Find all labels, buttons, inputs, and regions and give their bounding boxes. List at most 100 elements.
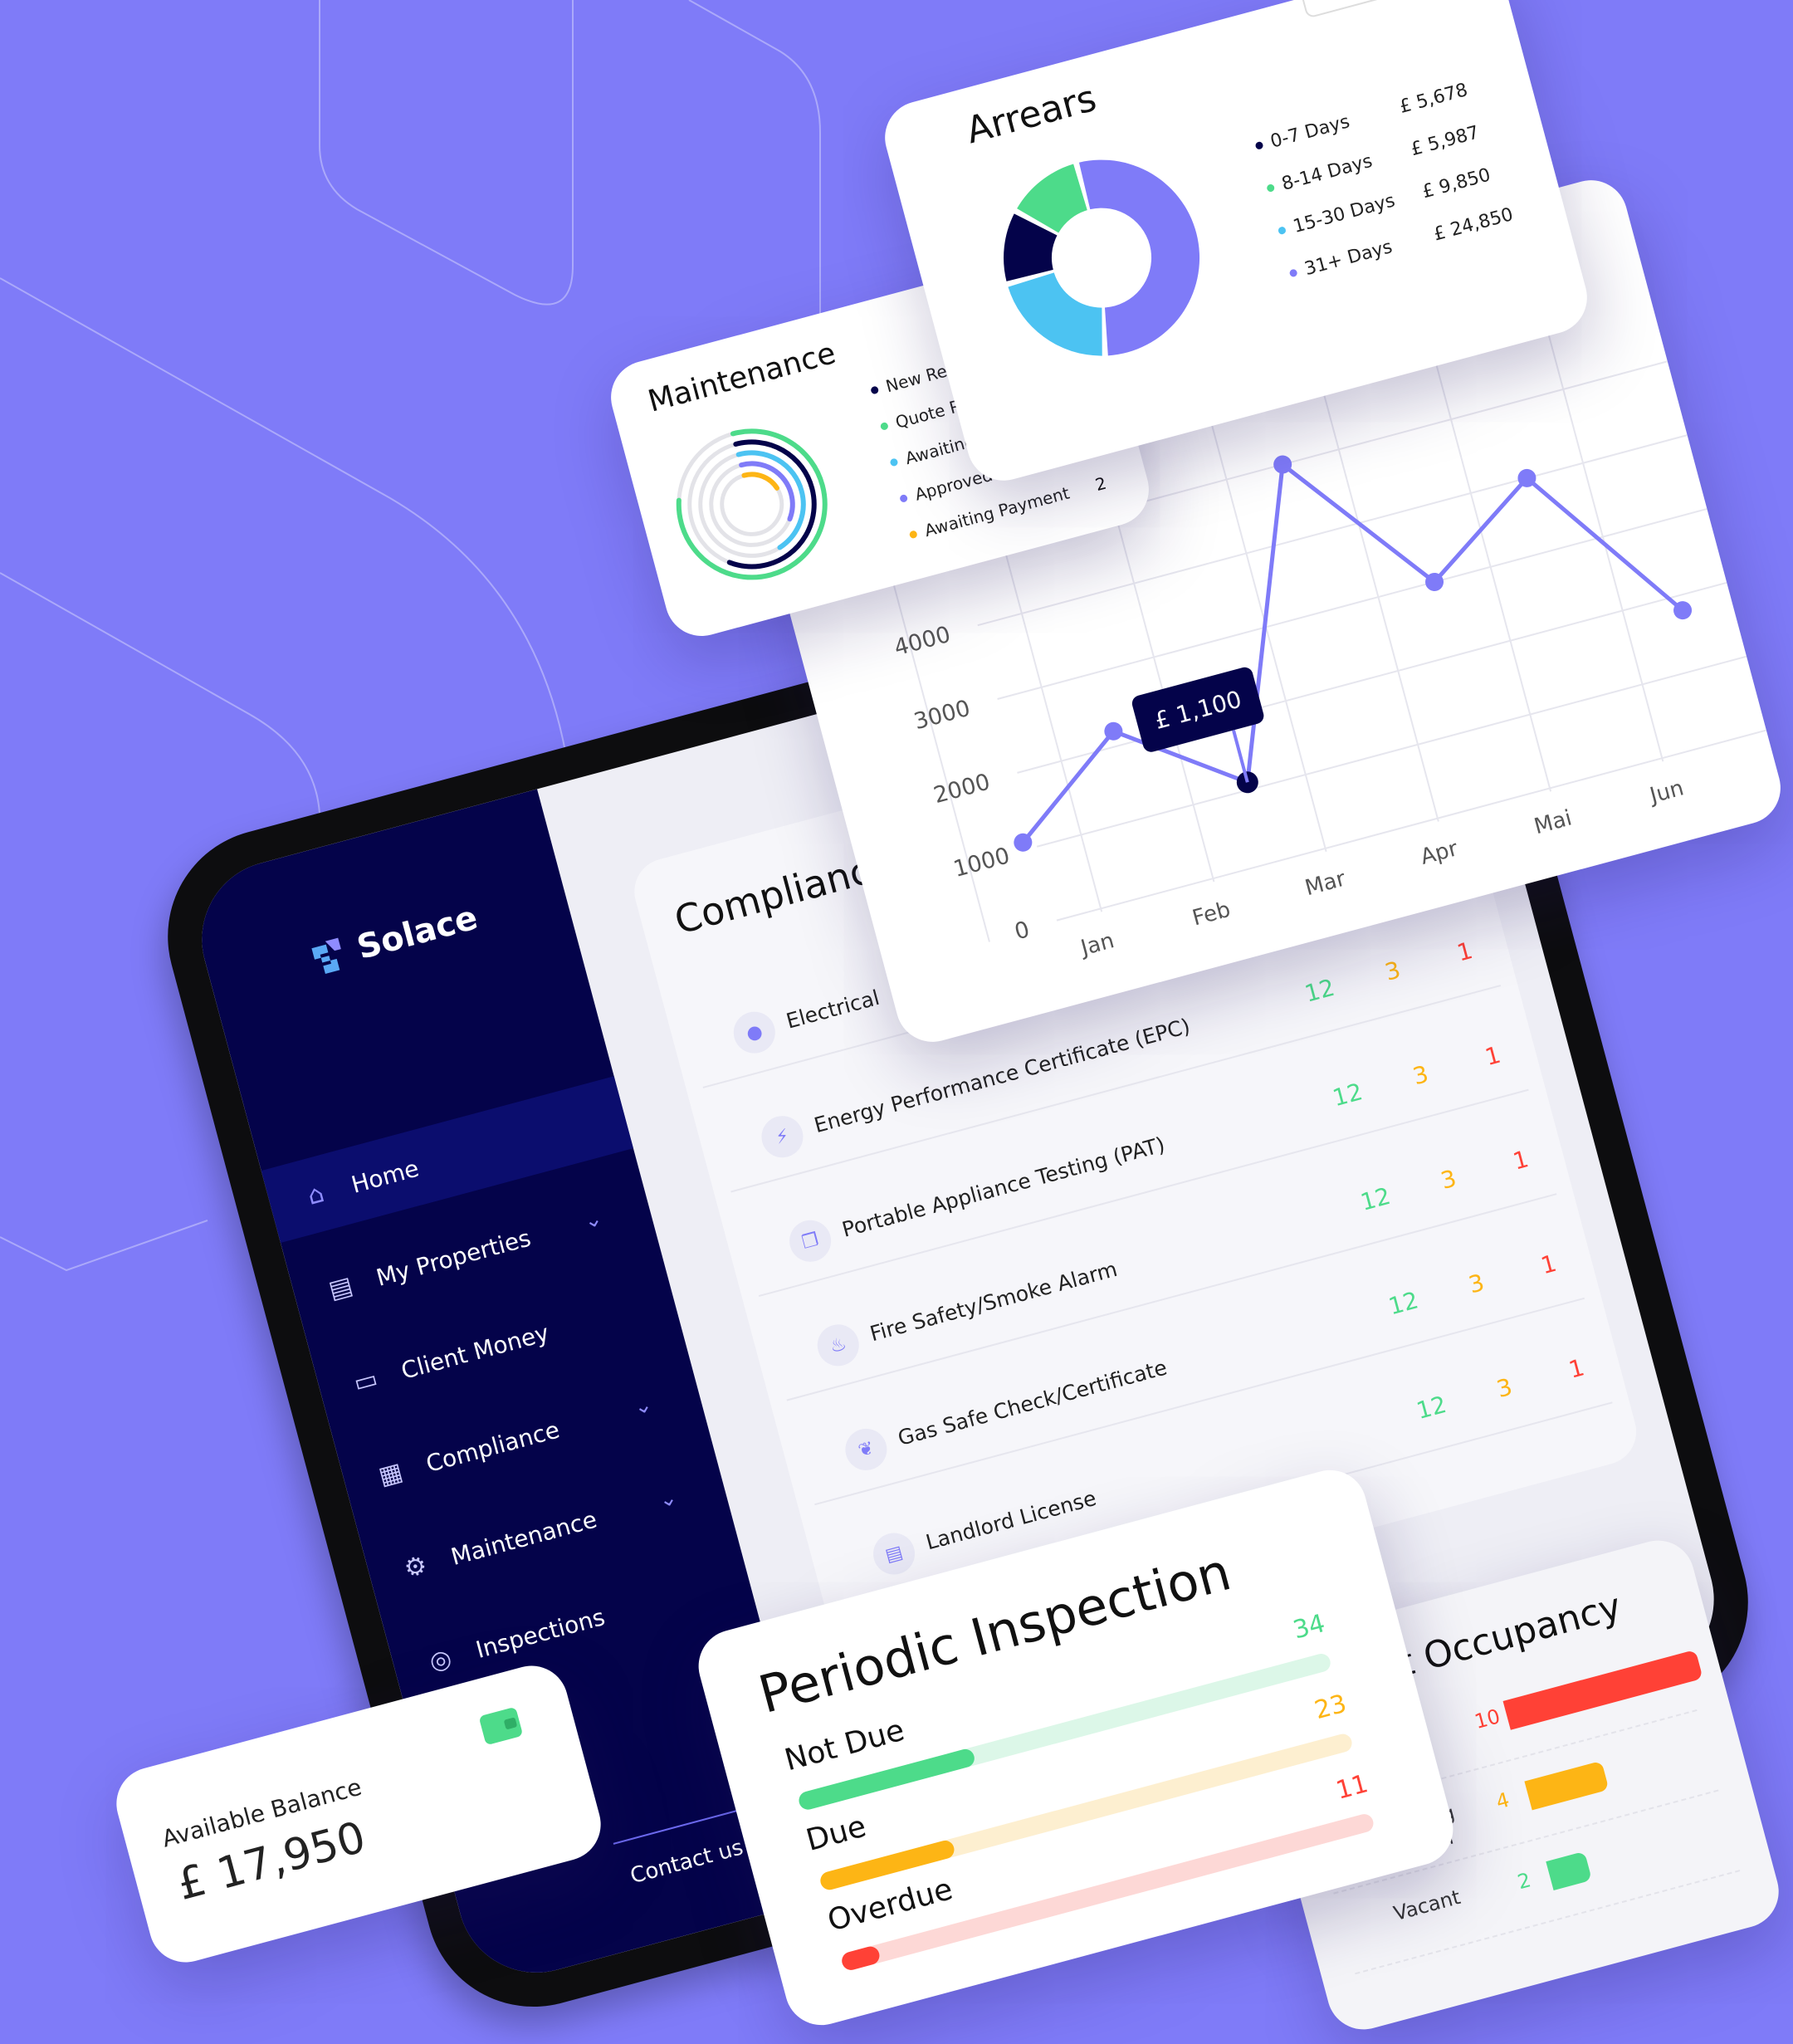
- arrears-amount: £ 9,850: [1419, 164, 1493, 203]
- fire-icon: ♨: [813, 1319, 864, 1371]
- chevron-down-icon[interactable]: ⌄: [656, 1484, 681, 1514]
- data-point[interactable]: [1672, 599, 1694, 622]
- periodic-row-value: 11: [1332, 1769, 1371, 1806]
- arrears-donut-chart: [990, 138, 1221, 375]
- legend-dot-icon: [889, 457, 899, 467]
- occupancy-bar: [1524, 1760, 1610, 1811]
- donut-slice[interactable]: [990, 204, 1066, 282]
- periodic-row-label: Not Due: [781, 1713, 908, 1778]
- chevron-down-icon[interactable]: ⌄: [581, 1205, 605, 1235]
- data-point[interactable]: [1102, 720, 1125, 742]
- x-tick-label: Apr: [1418, 836, 1461, 870]
- arrears-legend-item: 15-30 Days: [1276, 190, 1397, 242]
- sidebar-item-label: Home: [348, 1154, 422, 1199]
- document-icon: ▦: [375, 1456, 406, 1491]
- legend-dot-icon: [1266, 183, 1276, 193]
- compliance-count-expired: 1: [1566, 1353, 1588, 1384]
- ring-arc: [708, 461, 795, 548]
- occupancy-row-value: 10: [1472, 1704, 1503, 1734]
- legend-label: 31+ Days: [1302, 237, 1395, 281]
- grid-line-horizontal: [997, 508, 1708, 700]
- occupancy-row-label: Vacant: [1390, 1885, 1463, 1926]
- compliance-count-expired: 1: [1537, 1249, 1560, 1280]
- compliance-count-due: 3: [1493, 1372, 1516, 1404]
- app-logo[interactable]: Solace: [303, 897, 482, 982]
- compliance-row-label: Electrical: [784, 985, 882, 1034]
- donut-slice[interactable]: [1009, 164, 1091, 242]
- bulb-icon: ●: [729, 1007, 780, 1059]
- grid-line-horizontal: [1036, 655, 1747, 848]
- legend-value: 2: [1092, 472, 1109, 496]
- data-point[interactable]: [1272, 453, 1294, 476]
- legend-dot-icon: [879, 421, 889, 431]
- compliance-count-valid: 12: [1357, 1181, 1394, 1216]
- periodic-row-value: 23: [1312, 1689, 1350, 1726]
- data-point[interactable]: [1424, 570, 1446, 593]
- tooltip: [1131, 667, 1264, 752]
- gear-icon: ⚙: [400, 1549, 431, 1584]
- legend-dot-icon: [870, 384, 880, 394]
- periodic-row-label: Due: [802, 1809, 870, 1858]
- sidebar-item-label: Client Money: [398, 1318, 552, 1385]
- data-point[interactable]: [1516, 467, 1538, 489]
- tablet-screen: Solace ⌂ Home ▤ My Properties ⌄ ▭ Client Money…: [183, 548, 1732, 1991]
- legend-label: 8-14 Days: [1279, 150, 1375, 195]
- legend-dot-icon: [908, 529, 918, 539]
- donut-slice[interactable]: [1058, 138, 1221, 357]
- contact-us-link[interactable]: Contact us: [628, 1835, 746, 1890]
- y-tick-label: 0: [1012, 917, 1033, 945]
- leaf-icon: ❦: [840, 1424, 892, 1475]
- arrears-legend-item: 31+ Days: [1287, 237, 1395, 284]
- legend-dot-icon: [1277, 226, 1287, 236]
- compliance-count-due: 3: [1381, 956, 1404, 986]
- inspection-icon: ◎: [426, 1643, 455, 1677]
- x-tick-label: Jun: [1646, 775, 1687, 809]
- ring-track: [720, 472, 784, 536]
- sidebar-item-label: Compliance: [423, 1415, 563, 1478]
- progress-fill: [839, 1944, 882, 1973]
- copy-icon: ❐: [784, 1215, 836, 1267]
- arrears-amount: £ 5,987: [1409, 122, 1482, 161]
- ring-arc: [676, 428, 828, 580]
- y-tick-label: 4000: [892, 622, 953, 662]
- sidebar: Solace ⌂ Home ▤ My Properties ⌄ ▭ Client Money…: [183, 789, 834, 1991]
- lightning-icon: ⚡: [756, 1111, 809, 1162]
- grid-line-horizontal: [1017, 581, 1727, 774]
- legend-label: 0-7 Days: [1268, 111, 1352, 153]
- x-tick-label: Feb: [1190, 897, 1233, 932]
- sidebar-item-label: My Properties: [373, 1224, 534, 1292]
- chevron-down-icon[interactable]: ⌄: [631, 1391, 656, 1421]
- compliance-count-due: 3: [1438, 1164, 1459, 1195]
- ring-arc: [686, 439, 817, 570]
- compliance-count-expired: 1: [1453, 936, 1476, 967]
- view-all-button[interactable]: View All: [1297, 0, 1428, 19]
- compliance-count-valid: 12: [1413, 1390, 1449, 1425]
- sidebar-item-label: Inspections: [472, 1602, 608, 1664]
- y-tick-label: 3000: [911, 696, 973, 736]
- occupancy-row-value: 2: [1515, 1868, 1534, 1895]
- arrears-legend-item: 0-7 Days: [1253, 111, 1352, 156]
- compliance-count-valid: 12: [1302, 973, 1338, 1008]
- compliance-count-valid: 12: [1385, 1286, 1422, 1321]
- home-icon: ⌂: [304, 1178, 328, 1211]
- arrears-amount: £ 5,678: [1397, 80, 1470, 118]
- occupancy-bar: [1502, 1649, 1703, 1730]
- donut-slice[interactable]: [1008, 263, 1114, 375]
- maintenance-card: Maintenance New RequestsQuote RequestsAw…: [603, 242, 1157, 644]
- periodic-row-value: 34: [1290, 1608, 1329, 1645]
- arrears-title: Arrears: [961, 76, 1102, 153]
- grid-line-horizontal: [1056, 729, 1767, 922]
- data-point[interactable]: [1012, 831, 1034, 853]
- compliance-count-due: 3: [1465, 1269, 1488, 1299]
- legend-dot-icon: [899, 493, 909, 503]
- occupancy-row-value: 4: [1493, 1787, 1512, 1814]
- compliance-count-due: 3: [1409, 1059, 1432, 1091]
- legend-dot-icon: [1288, 268, 1298, 278]
- x-tick-label: Mar: [1302, 866, 1348, 901]
- ring-arc: [719, 472, 784, 537]
- grid-line-horizontal: [977, 434, 1688, 627]
- arrears-amount: £ 24,850: [1431, 204, 1516, 246]
- progress-bar: [818, 1732, 1355, 1892]
- tooltip-pointer: [1232, 729, 1249, 783]
